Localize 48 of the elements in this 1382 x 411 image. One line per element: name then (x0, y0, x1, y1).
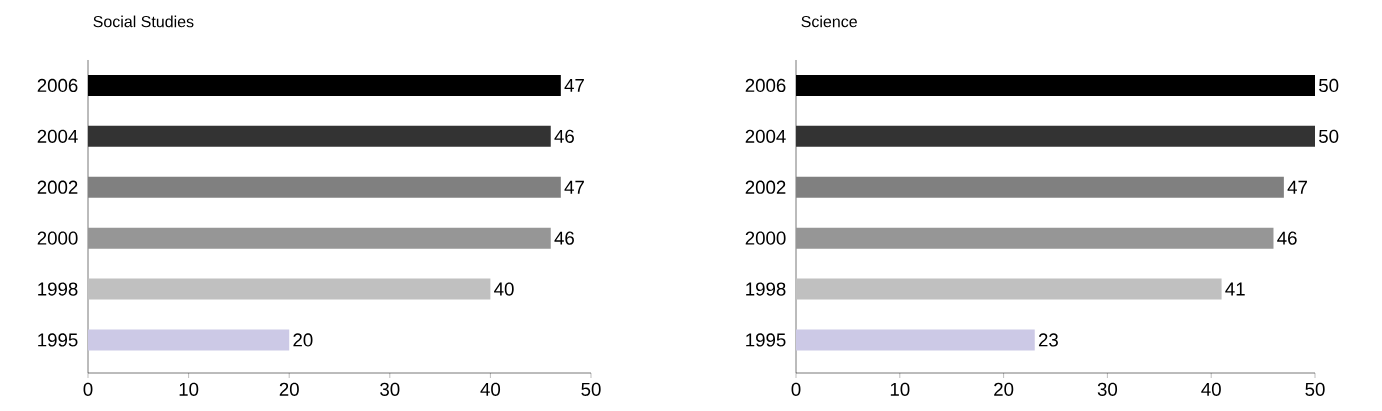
bar (88, 329, 290, 351)
y-tick-label: 2004 (745, 129, 786, 143)
chart-title: Social Studies (93, 15, 194, 28)
x-tick-label: 50 (1305, 382, 1325, 396)
chart-title: Science (801, 15, 857, 28)
bar (796, 125, 1315, 147)
x-tick-label: 40 (480, 382, 501, 396)
y-tick-label: 2002 (745, 180, 786, 194)
y-tick-label: 2006 (745, 78, 786, 93)
data-label: 50 (1319, 78, 1339, 93)
x-tick-label: 0 (791, 382, 801, 396)
bar (796, 227, 1274, 249)
bar (88, 125, 551, 147)
data-label: 20 (293, 333, 313, 347)
data-label: 41 (1225, 282, 1245, 296)
bar (88, 176, 561, 198)
y-tick-label: 1998 (38, 282, 78, 296)
bar (88, 278, 491, 300)
x-tick-label: 30 (1097, 382, 1118, 396)
x-tick-label: 20 (994, 382, 1014, 396)
data-label: 47 (564, 79, 584, 92)
x-tick-label: 0 (83, 382, 93, 396)
data-label: 47 (1287, 180, 1307, 194)
x-tick-label: 20 (279, 382, 299, 396)
x-tick-label: 50 (581, 382, 601, 396)
bar (796, 176, 1284, 198)
data-label: 47 (564, 180, 584, 194)
data-label: 46 (1277, 231, 1297, 245)
x-tick-label: 10 (179, 382, 199, 396)
x-tick-label: 40 (1201, 382, 1221, 396)
data-label: 23 (1038, 333, 1058, 347)
bar (796, 278, 1222, 300)
x-tick-label: 30 (380, 382, 400, 396)
y-tick-label: 1995 (746, 333, 786, 347)
y-tick-label: 2000 (37, 231, 78, 245)
y-tick-label: 2006 (37, 78, 78, 93)
y-tick-label: 2000 (745, 231, 786, 245)
x-tick-label: 10 (890, 382, 910, 396)
data-label: 40 (494, 282, 514, 296)
y-tick-label: 2004 (37, 129, 78, 143)
y-tick-label: 2002 (37, 180, 78, 194)
bar (796, 329, 1035, 351)
data-label: 46 (554, 129, 574, 143)
y-tick-label: 1995 (38, 333, 78, 347)
y-tick-label: 1998 (746, 282, 786, 296)
data-label: 50 (1319, 129, 1339, 143)
bar (88, 227, 551, 249)
data-label: 46 (554, 231, 574, 245)
